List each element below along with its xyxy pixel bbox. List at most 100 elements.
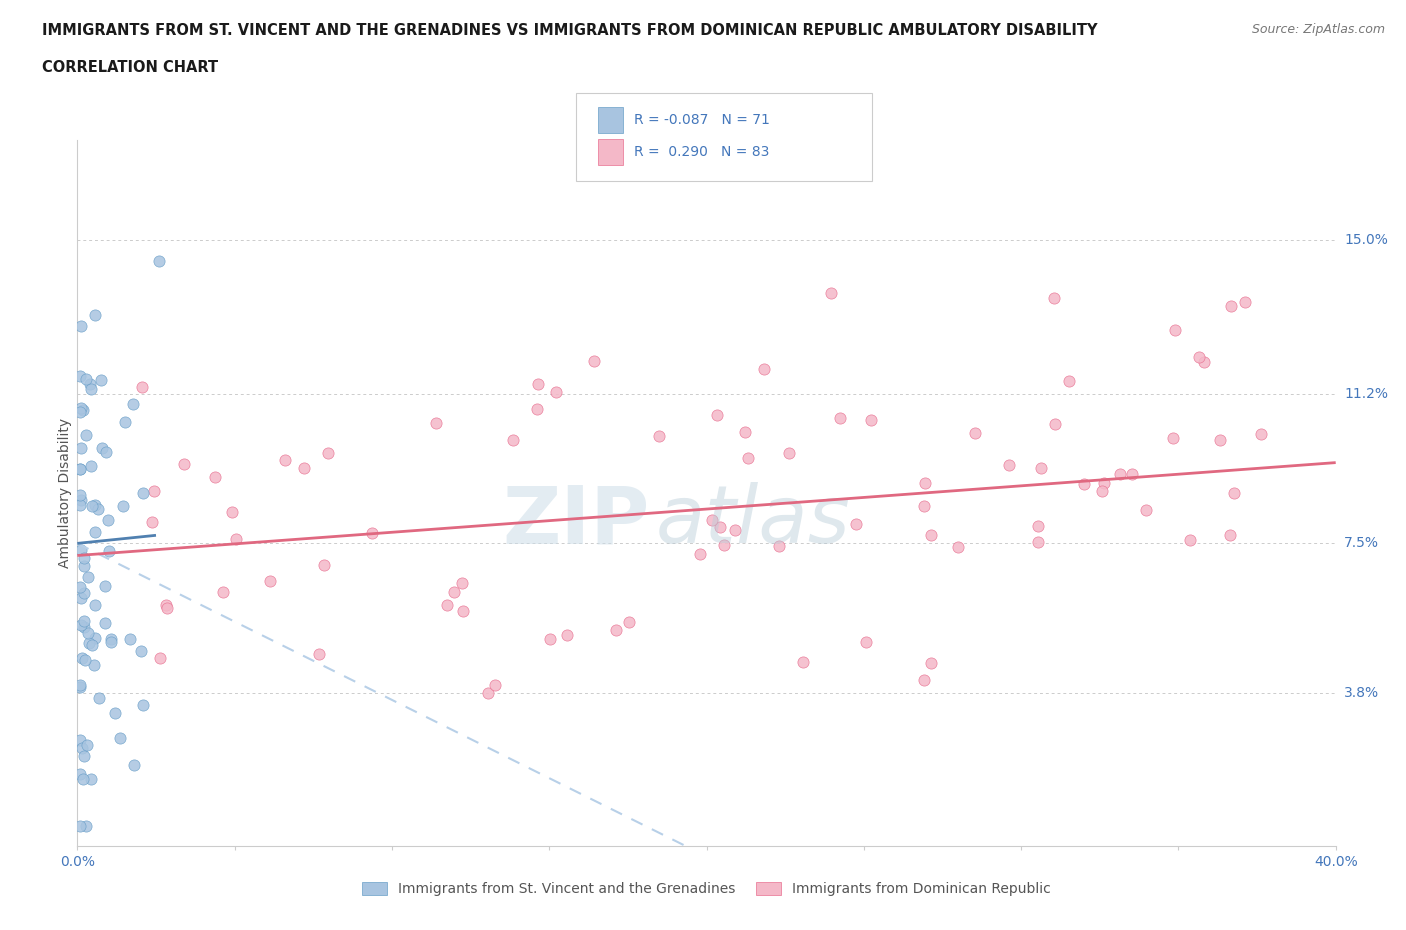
Point xyxy=(1135,503,1157,518)
Point xyxy=(70,618,93,632)
Point xyxy=(450,575,472,590)
Point xyxy=(855,634,877,649)
Point xyxy=(69,461,91,476)
Point xyxy=(948,539,970,554)
Point xyxy=(73,653,96,668)
Point xyxy=(77,625,100,640)
Point xyxy=(83,631,105,645)
Point xyxy=(225,531,247,546)
Point xyxy=(72,403,94,418)
Point xyxy=(912,498,935,513)
Point xyxy=(104,706,127,721)
Point xyxy=(84,597,107,612)
Point xyxy=(1180,533,1202,548)
Point xyxy=(1092,476,1115,491)
Point xyxy=(108,730,131,745)
Point xyxy=(75,428,97,443)
Point xyxy=(69,818,91,833)
Text: R =  0.290   N = 83: R = 0.290 N = 83 xyxy=(634,144,769,159)
Text: 3.8%: 3.8% xyxy=(1344,685,1379,699)
Point xyxy=(141,514,163,529)
Point xyxy=(1161,431,1184,445)
Point xyxy=(83,658,105,672)
Point xyxy=(77,570,100,585)
Point xyxy=(70,740,93,755)
Point xyxy=(91,441,114,456)
Text: 11.2%: 11.2% xyxy=(1344,387,1388,401)
Point xyxy=(73,558,96,573)
Point xyxy=(544,385,567,400)
Point xyxy=(221,505,243,520)
Point xyxy=(76,737,98,752)
Point xyxy=(97,544,120,559)
Point xyxy=(778,445,800,460)
Point xyxy=(689,547,711,562)
Point xyxy=(859,412,882,427)
Point xyxy=(131,379,153,394)
Point xyxy=(292,460,315,475)
Point xyxy=(274,452,297,467)
Point xyxy=(69,498,91,512)
Point xyxy=(79,376,101,391)
Point xyxy=(211,584,233,599)
Point xyxy=(1091,484,1114,498)
Point xyxy=(73,620,96,635)
Point xyxy=(83,525,105,539)
Point xyxy=(527,377,550,392)
Point xyxy=(75,818,97,833)
Point xyxy=(920,528,942,543)
Point xyxy=(80,381,103,396)
Point xyxy=(132,485,155,500)
Point xyxy=(914,476,936,491)
Point xyxy=(820,286,842,300)
Point xyxy=(69,405,91,419)
Point xyxy=(1026,519,1049,534)
Point xyxy=(617,615,640,630)
Point xyxy=(69,487,91,502)
Point xyxy=(1250,427,1272,442)
Point xyxy=(111,498,134,513)
Point xyxy=(80,458,103,473)
Point xyxy=(1223,486,1246,501)
Point xyxy=(97,512,120,527)
Point xyxy=(648,429,671,444)
Point xyxy=(706,407,728,422)
Point xyxy=(316,446,339,461)
Point xyxy=(724,522,747,537)
Text: CORRELATION CHART: CORRELATION CHART xyxy=(42,60,218,75)
Point xyxy=(120,631,142,646)
Point xyxy=(75,371,97,386)
Point xyxy=(70,591,93,605)
Point xyxy=(1234,294,1257,309)
Point xyxy=(1026,534,1049,549)
Point xyxy=(94,616,117,631)
Point xyxy=(72,771,94,786)
Point xyxy=(700,512,723,527)
Point xyxy=(122,758,145,773)
Point xyxy=(768,539,790,554)
Point xyxy=(792,655,814,670)
Point xyxy=(77,635,100,650)
Point xyxy=(502,432,524,447)
Point xyxy=(425,416,447,431)
Point xyxy=(90,372,112,387)
Point xyxy=(73,749,96,764)
Point xyxy=(451,604,474,618)
Point xyxy=(1188,350,1211,365)
Text: 15.0%: 15.0% xyxy=(1344,233,1388,247)
Point xyxy=(155,598,177,613)
Point xyxy=(1073,476,1095,491)
Point xyxy=(122,396,145,411)
Point xyxy=(828,410,851,425)
Point xyxy=(69,732,91,747)
Point xyxy=(997,458,1019,472)
Point xyxy=(1121,467,1143,482)
Text: atlas: atlas xyxy=(657,482,851,560)
Point xyxy=(1194,354,1216,369)
Point xyxy=(436,598,458,613)
Point xyxy=(583,353,606,368)
Point xyxy=(70,319,93,334)
Y-axis label: Ambulatory Disability: Ambulatory Disability xyxy=(58,418,72,568)
Point xyxy=(69,680,91,695)
Point xyxy=(69,368,91,383)
